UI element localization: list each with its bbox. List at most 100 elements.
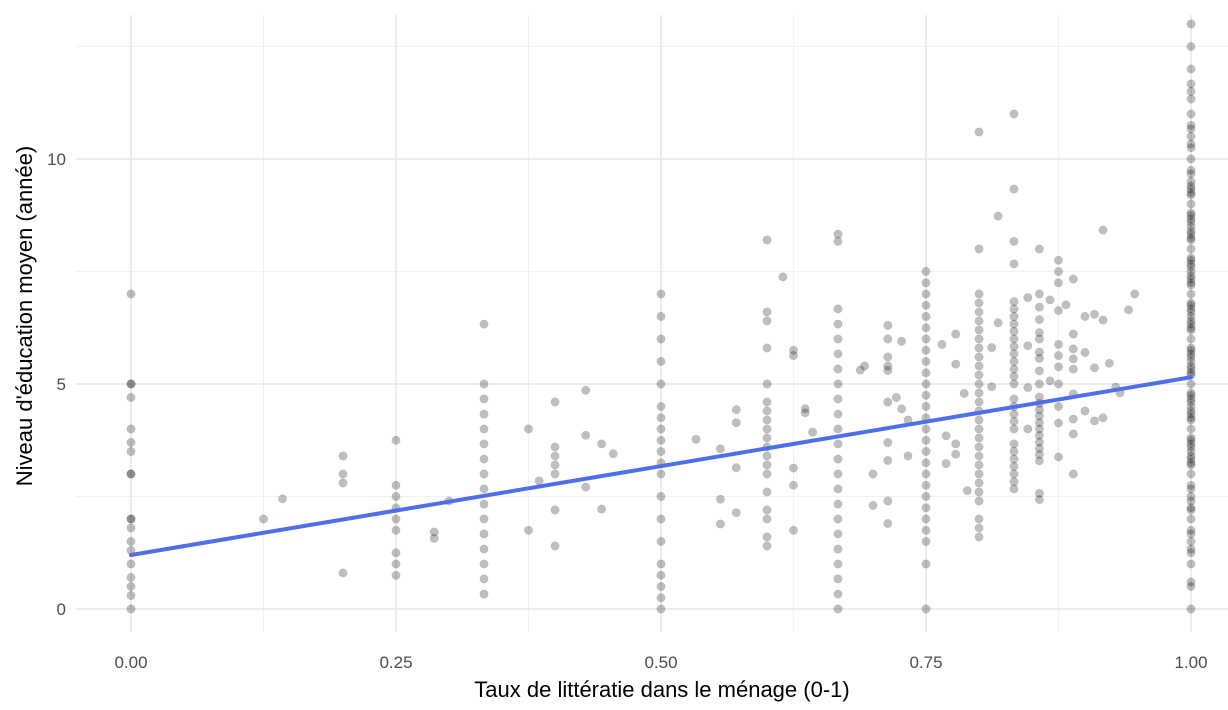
data-point [479,529,489,539]
data-point [1080,312,1090,321]
data-point [1186,458,1196,468]
data-point [1186,188,1196,198]
data-point [833,484,843,494]
data-point [126,514,136,524]
data-point [731,463,741,473]
data-point [921,357,931,366]
data-point [715,494,725,504]
data-point [656,357,666,366]
data-point [1034,366,1044,376]
data-point [656,537,666,546]
data-point [1023,293,1033,303]
data-point [1186,94,1196,104]
data-point [993,211,1003,221]
data-point [126,424,136,434]
data-point [1054,379,1063,389]
data-point [921,267,931,276]
data-point [1186,244,1196,254]
data-point [921,480,931,490]
data-point [1186,154,1196,164]
data-point [1186,394,1196,404]
data-point [1186,262,1196,272]
data-point [429,533,439,543]
data-point [974,523,984,533]
data-point [126,289,136,299]
data-point [1186,537,1196,546]
data-point [1186,514,1196,524]
major-gridlines [76,15,1228,632]
data-point [1186,496,1196,506]
data-point [1009,477,1019,487]
data-point [903,451,913,461]
data-point [1186,402,1196,411]
data-point [524,424,533,434]
data-point [941,431,951,441]
data-point [429,527,439,537]
data-point [656,435,666,445]
data-point [479,409,489,419]
data-point [1186,388,1196,398]
data-point [550,460,560,470]
data-point [833,364,843,374]
data-point [1186,325,1196,335]
data-point [1186,19,1196,29]
data-point [391,525,401,535]
data-point [1034,411,1044,421]
data-point [1098,413,1108,423]
data-point [974,487,984,497]
data-point [1034,495,1044,505]
data-point [1186,503,1196,513]
y-axis-tick-labels: 0 5 10 [47,150,66,619]
data-point [479,589,489,599]
data-point [974,244,984,254]
data-point [1186,433,1196,443]
data-point [974,127,984,137]
data-point [921,334,931,344]
data-point [921,435,931,445]
data-point [338,451,348,461]
data-point [833,236,843,246]
data-point [1186,529,1196,539]
data-point [921,300,931,310]
data-point [1186,349,1196,359]
data-point [762,235,772,245]
data-point [1186,233,1196,243]
data-point [1186,274,1196,284]
data-point [921,503,931,513]
data-point [921,514,931,524]
data-point [1054,255,1063,265]
data-point [1054,351,1063,361]
y-axis-title: Niveau d'éducation moyen (année) [12,146,37,487]
data-point [1186,323,1196,333]
data-point [974,334,984,344]
data-point [1034,353,1044,363]
data-point [550,505,560,515]
data-point [974,496,984,506]
data-point [921,289,931,299]
data-point [833,394,843,404]
data-point [1054,306,1063,316]
data-point [1186,278,1196,288]
data-point [1009,236,1019,246]
data-point [479,319,489,329]
data-point [974,451,984,461]
data-point [1009,184,1019,194]
data-point [974,289,984,299]
data-point [715,444,725,454]
data-points [126,19,1196,614]
data-point [974,370,984,380]
x-tick-label: 0.75 [909,653,942,672]
data-point [833,559,843,569]
data-point [1098,225,1108,235]
data-point [1009,416,1019,426]
data-point [1186,409,1196,419]
data-point [338,568,348,578]
data-point [656,492,666,501]
data-point [891,393,901,402]
data-point [126,438,136,447]
data-point [1186,439,1196,449]
data-point [656,447,666,456]
data-point [1186,577,1196,587]
data-point [126,573,136,582]
data-point [1186,165,1196,175]
